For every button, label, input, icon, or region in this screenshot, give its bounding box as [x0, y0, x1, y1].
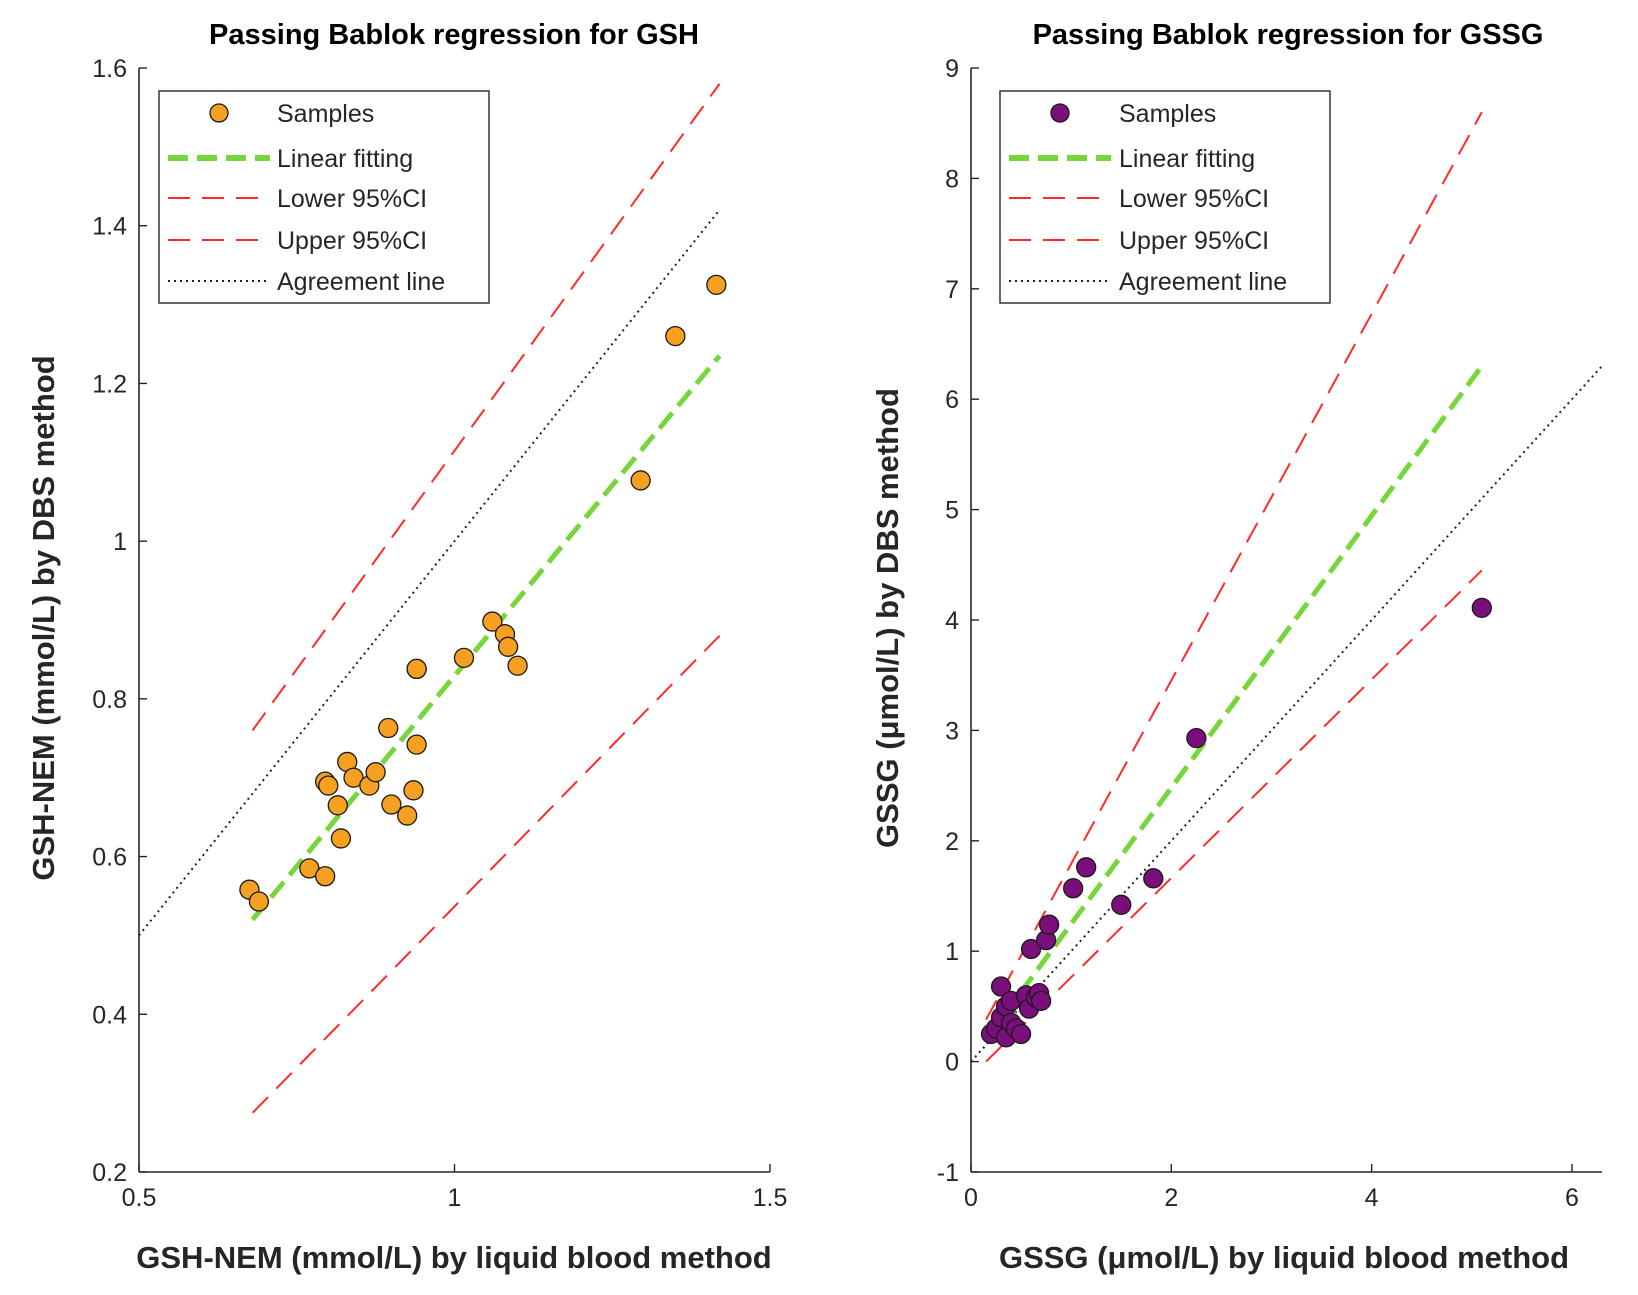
gsh-legend-label-agreement: Agreement line [277, 268, 445, 296]
gsh-points [239, 274, 727, 912]
gsh-agreement-line [138, 209, 721, 937]
gsh-sample-point [665, 325, 686, 347]
gssg-sample-point [1010, 1023, 1032, 1045]
gssg-xtick-label: 6 [1565, 1184, 1579, 1212]
gssg-sample-point [1143, 868, 1164, 889]
gssg-sample-point [1030, 990, 1052, 1012]
gsh-sample-point [507, 655, 528, 676]
gssg-sample-point [1471, 597, 1492, 619]
gssg-legend-label-fit: Linear fitting [1119, 145, 1255, 173]
gsh-sample-point [248, 891, 270, 912]
gssg-xtick-label: 0 [964, 1184, 978, 1212]
gssg-sample-point [1186, 727, 1207, 749]
gssg-legend-label-upper: Upper 95%CI [1119, 227, 1269, 255]
gssg-lower-ci-line [985, 569, 1483, 1063]
gssg-ylabel: GSSG (μmol/L) by DBS method [870, 388, 905, 848]
gssg-legend-marker-samples [1050, 103, 1070, 123]
gssg-sample-point [1038, 914, 1060, 935]
gssg-xtick-label: 2 [1164, 1184, 1178, 1212]
gsh-sample-point [397, 805, 418, 826]
gsh-xlabel: GSH-NEM (mmol/L) by liquid blood method [136, 1240, 771, 1275]
gsh-xtick-label: 0.5 [122, 1184, 157, 1212]
gsh-legend-label-fit: Linear fitting [277, 145, 413, 173]
gsh-xtick-label: 1 [448, 1184, 462, 1212]
gssg-ytick-label: 6 [945, 386, 959, 414]
gsh-sample-point [497, 636, 519, 657]
gsh-sample-point [378, 717, 399, 739]
gssg-ytick-label: 2 [945, 828, 959, 856]
gsh-upper-ci-line [251, 83, 721, 731]
gssg-legend: Samples Linear fitting Lower 95%CI Upper… [999, 90, 1331, 304]
gsh-sample-point [403, 780, 424, 801]
gssg-legend-label-lower: Lower 95%CI [1119, 185, 1269, 213]
gsh-ylabel: GSH-NEM (mmol/L) by DBS method [26, 355, 61, 880]
gssg-xlabel: GSSG (μmol/L) by liquid blood method [999, 1240, 1569, 1275]
gsh-title: Passing Bablok regression for GSH [209, 19, 699, 51]
gsh-lower-ci-line [251, 635, 721, 1114]
gsh-legend-marker-samples [209, 103, 229, 123]
gsh-ytick-label: 0.2 [92, 1159, 127, 1187]
gsh-sample-point [630, 470, 651, 491]
gssg-xtick-label: 4 [1365, 1184, 1379, 1212]
gssg-agreement-line [970, 365, 1603, 1063]
gsh-sample-point [406, 734, 427, 755]
gsh-sample-point [381, 794, 402, 815]
gssg-points [980, 597, 1492, 1048]
gssg-legend-label-agreement: Agreement line [1119, 268, 1287, 296]
gsh-legend: Samples Linear fitting Lower 95%CI Upper… [158, 90, 490, 304]
gsh-legend-label-lower: Lower 95%CI [277, 185, 427, 213]
gssg-title: Passing Bablok regression for GSSG [1033, 19, 1544, 51]
gsh-ytick-label: 1.2 [92, 370, 127, 398]
gsh-sample-point [327, 795, 348, 816]
gsh-sample-point [482, 611, 503, 632]
gsh-sample-point [318, 775, 339, 796]
gssg-ytick-label: 9 [945, 55, 959, 83]
gsh-linear-fit-line [250, 354, 722, 922]
gsh-ytick-label: 1.6 [92, 55, 127, 83]
gssg-legend-label-samples: Samples [1119, 100, 1216, 128]
gssg-lines [970, 111, 1603, 1063]
panel-gssg: Passing Bablok regression for GSSG GSSG … [870, 19, 1603, 1275]
gssg-ytick-label: 0 [945, 1049, 959, 1077]
gsh-sample-point [365, 762, 386, 783]
gsh-legend-label-upper: Upper 95%CI [277, 227, 427, 255]
gsh-sample-point [406, 658, 427, 680]
gssg-sample-point [1020, 938, 1042, 960]
gssg-ytick-label: 1 [945, 938, 959, 966]
gssg-sample-point [1111, 894, 1132, 915]
gssg-sample-point [1063, 878, 1084, 899]
gssg-sample-point [990, 976, 1012, 997]
gssg-linear-fit-line [984, 364, 1484, 1042]
gsh-xtick-label: 1.5 [753, 1184, 788, 1212]
gsh-ytick-label: 0.6 [92, 844, 127, 872]
gssg-ytick-label: 3 [945, 717, 959, 745]
gssg-ytick-label: 8 [945, 165, 959, 193]
gssg-sample-point [1076, 857, 1097, 878]
gsh-legend-label-samples: Samples [277, 100, 374, 128]
gssg-ytick-label: 7 [945, 276, 959, 304]
gsh-ytick-label: 0.4 [92, 1001, 127, 1029]
gssg-upper-ci-line [985, 111, 1483, 1021]
gssg-ytick-label: -1 [937, 1159, 959, 1187]
panel-gsh: Passing Bablok regression for GSH GSH-NE… [26, 19, 787, 1275]
gsh-ytick-label: 1.4 [92, 213, 127, 241]
gsh-sample-point [706, 274, 727, 296]
gsh-axis-ticks: 0.5 1 1.5 0.2 0.4 0.6 0.8 1 1.2 1.4 1.6 [92, 55, 787, 1212]
gsh-sample-point [330, 828, 352, 849]
gsh-sample-point [314, 866, 336, 887]
gssg-ytick-label: 4 [945, 607, 959, 635]
gssg-ytick-label: 5 [945, 497, 959, 525]
gsh-sample-point [453, 647, 475, 669]
gsh-lines [138, 83, 722, 1114]
gsh-ytick-label: 1 [113, 528, 127, 556]
gsh-ytick-label: 0.8 [92, 686, 127, 714]
